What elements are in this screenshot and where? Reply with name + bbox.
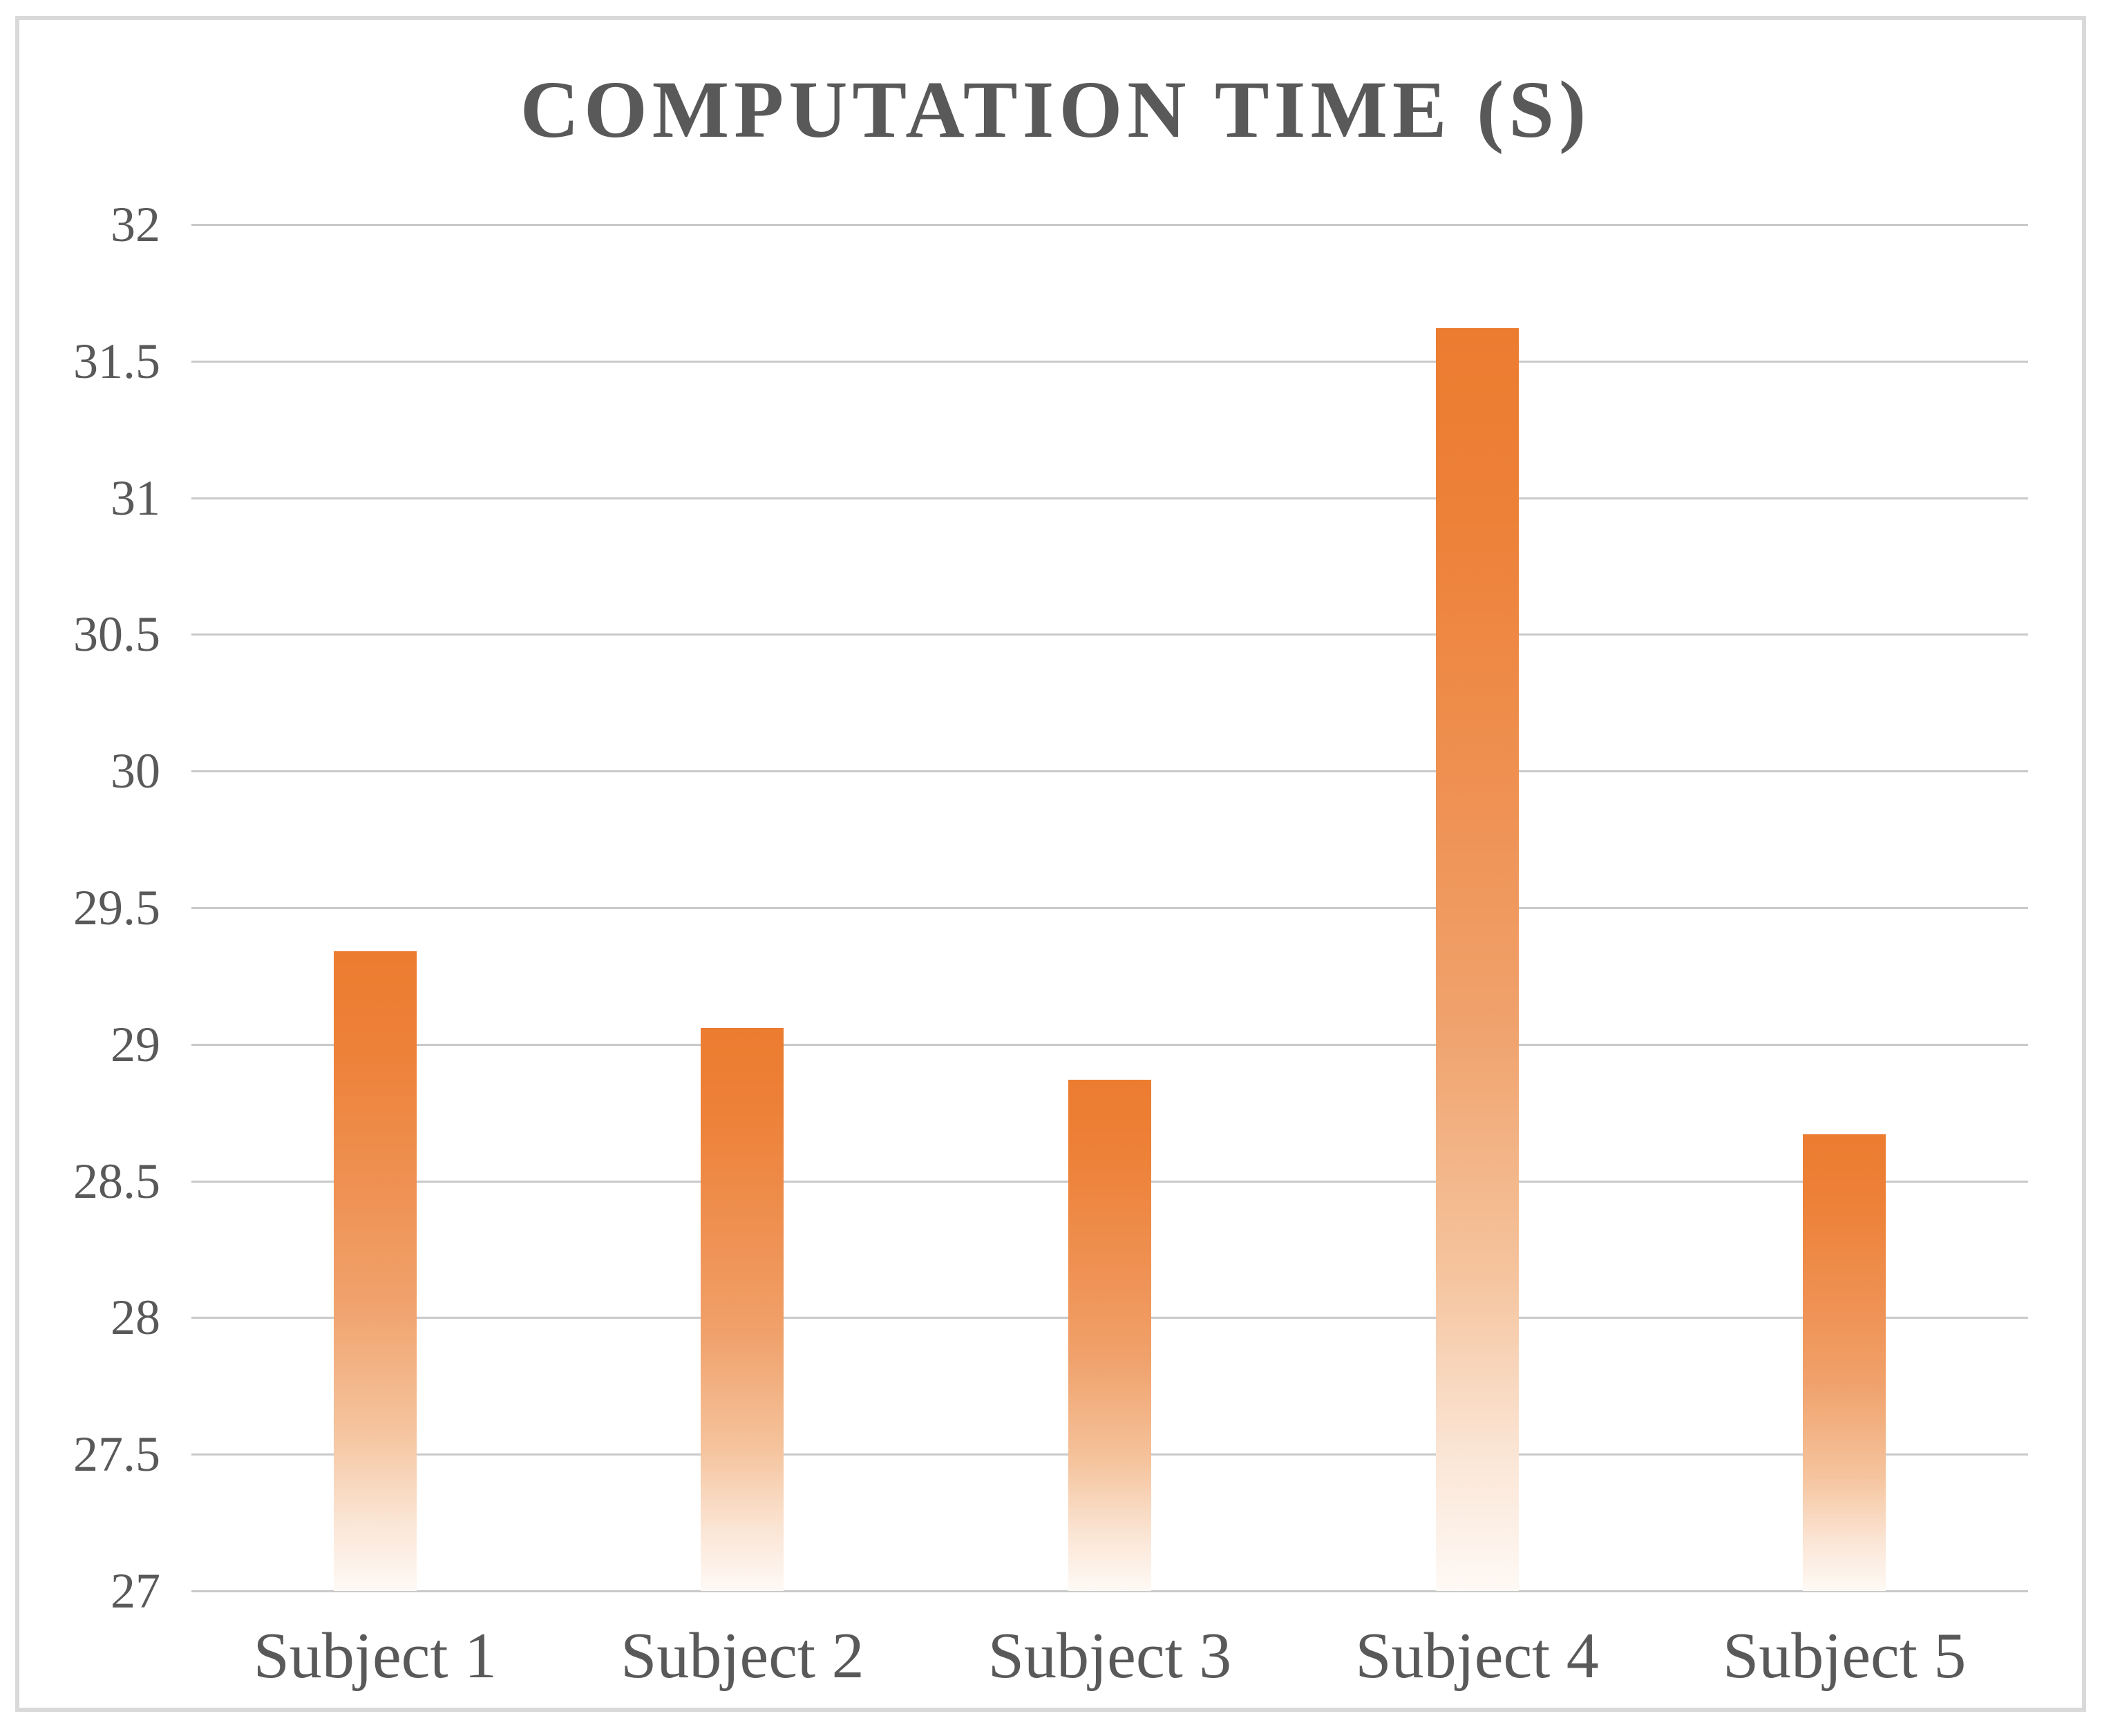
y-tick-label: 28.5 bbox=[73, 1154, 160, 1209]
gridline bbox=[191, 1043, 2028, 1046]
y-tick-label: 31 bbox=[111, 470, 160, 526]
gridline bbox=[191, 224, 2028, 226]
x-category-label: Subject 5 bbox=[1722, 1620, 1967, 1692]
bar-slot-subject-5 bbox=[1660, 225, 2028, 1591]
y-tick-label: 27.5 bbox=[73, 1427, 160, 1482]
x-axis-labels: Subject 1 Subject 2 Subject 3 Subject 4 … bbox=[191, 1623, 2028, 1689]
x-category-label: Subject 1 bbox=[253, 1620, 498, 1692]
plot-area bbox=[191, 224, 2028, 1592]
gridline bbox=[191, 770, 2028, 773]
y-tick-label: 30 bbox=[111, 743, 160, 799]
bar-slot-subject-2 bbox=[559, 225, 927, 1591]
y-tick-label: 29 bbox=[111, 1017, 160, 1072]
bar-subject-1 bbox=[333, 951, 417, 1591]
y-tick-label: 30.5 bbox=[73, 607, 160, 662]
gridline bbox=[191, 633, 2028, 636]
x-category-label: Subject 2 bbox=[621, 1620, 864, 1692]
bar-subject-4 bbox=[1435, 328, 1519, 1591]
bar-subject-5 bbox=[1803, 1134, 1886, 1591]
y-tick-label: 28 bbox=[111, 1290, 160, 1345]
y-tick-label: 31.5 bbox=[73, 334, 160, 389]
y-tick-label: 27 bbox=[111, 1563, 160, 1619]
gridline bbox=[191, 360, 2028, 363]
y-tick-label: 29.5 bbox=[73, 880, 160, 935]
bar-slot-subject-4 bbox=[1294, 225, 1661, 1591]
x-category-label: Subject 4 bbox=[1355, 1620, 1599, 1692]
bar-subject-3 bbox=[1068, 1080, 1151, 1591]
x-category-label: Subject 3 bbox=[987, 1620, 1232, 1692]
gridline-baseline bbox=[191, 1590, 2028, 1592]
bar-slot-subject-1 bbox=[191, 225, 559, 1591]
bar-subject-2 bbox=[701, 1028, 784, 1591]
y-tick-label: 32 bbox=[111, 197, 160, 252]
bars-row bbox=[191, 225, 2028, 1591]
gridline bbox=[191, 907, 2028, 909]
gridline bbox=[191, 497, 2028, 499]
bar-slot-subject-3 bbox=[926, 225, 1294, 1591]
chart-title: COMPUTATION TIME (S) bbox=[520, 64, 1591, 155]
